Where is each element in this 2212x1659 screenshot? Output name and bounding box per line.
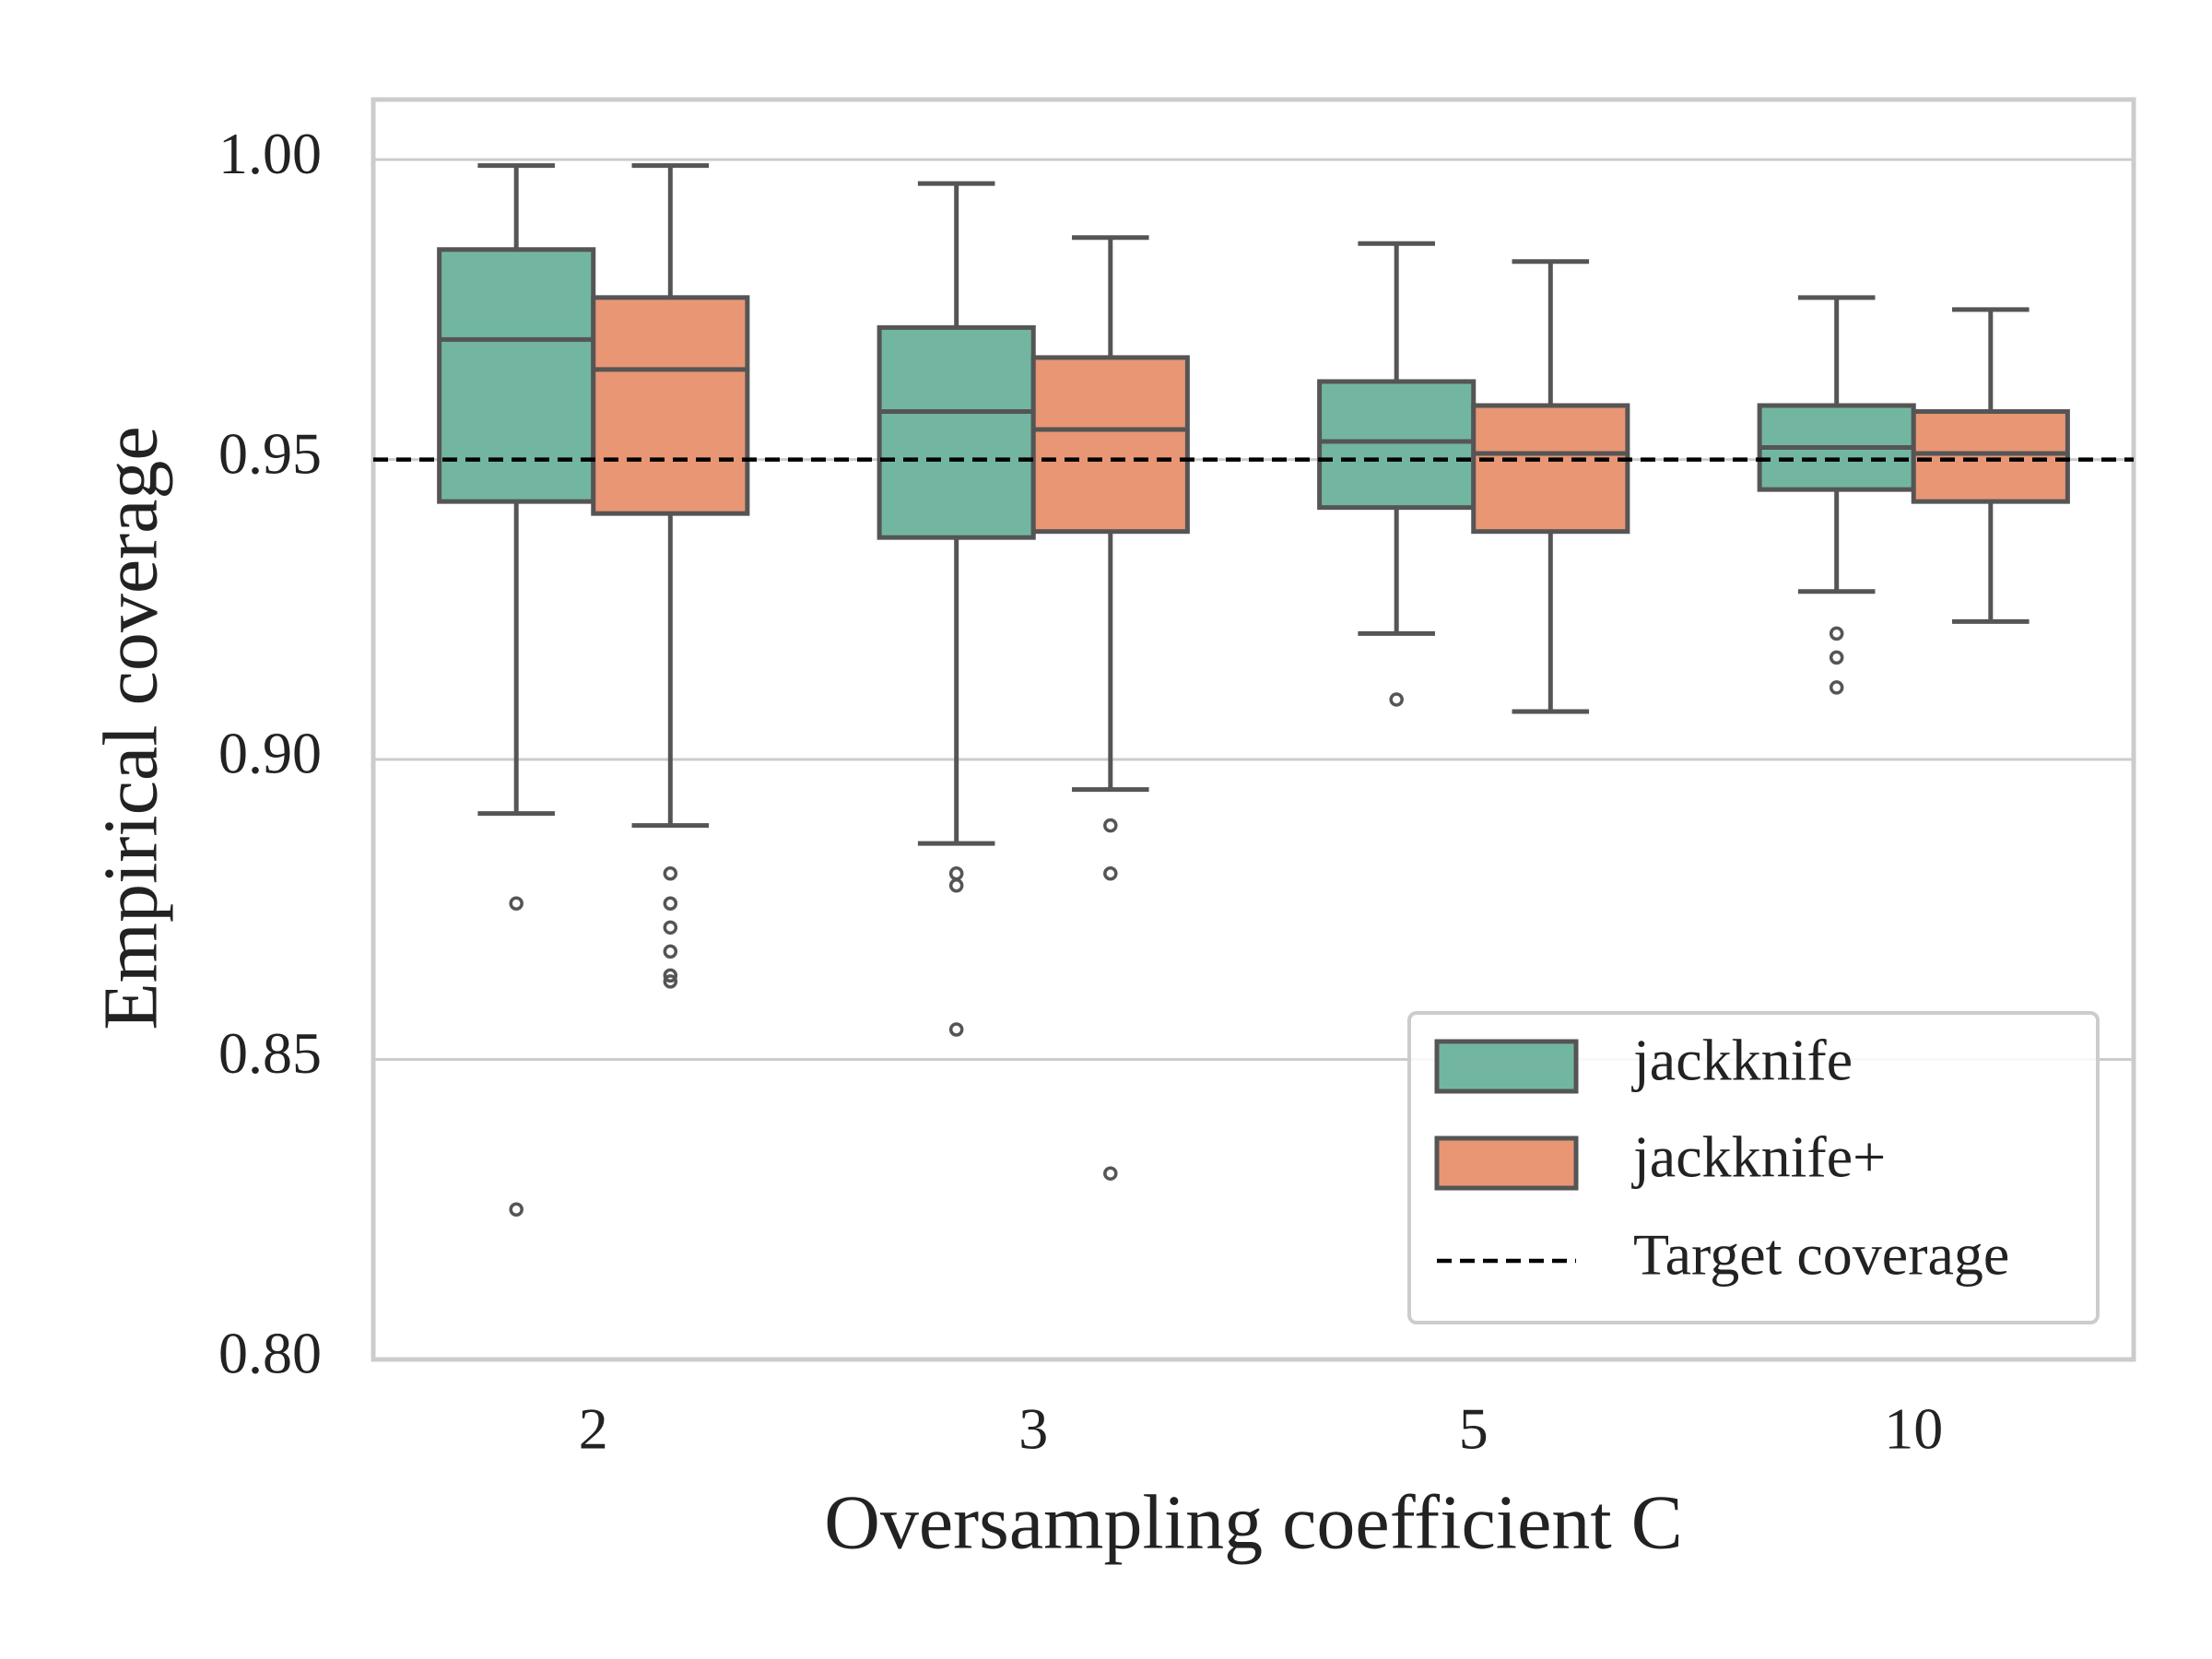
outlier	[1829, 626, 1844, 641]
outlier	[663, 865, 678, 881]
box	[1317, 379, 1477, 511]
box	[437, 247, 596, 504]
legend-label: jackknife+	[1631, 1124, 1886, 1190]
box	[591, 295, 750, 516]
y-tick-label: 1.00	[218, 121, 322, 186]
legend-swatch	[1434, 1135, 1579, 1191]
x-tick-label: 2	[579, 1396, 608, 1462]
box	[877, 324, 1036, 540]
y-tick-label: 0.95	[218, 420, 322, 486]
outlier	[948, 877, 964, 893]
outlier	[663, 944, 678, 959]
legend-swatch	[1434, 1039, 1579, 1094]
box	[1030, 355, 1190, 535]
x-tick-label: 5	[1459, 1396, 1488, 1462]
outlier	[1389, 692, 1404, 707]
outlier	[509, 896, 524, 912]
outlier	[1829, 680, 1844, 695]
x-tick-label: 10	[1884, 1396, 1943, 1462]
outlier	[1829, 650, 1844, 665]
legend-label: jackknife	[1631, 1028, 1853, 1093]
outlier	[663, 920, 678, 935]
outlier	[509, 1202, 524, 1218]
legend-label: Target coverage	[1633, 1222, 2009, 1288]
y-axis-label: Empirical coverage	[88, 426, 173, 1030]
box	[1911, 408, 2070, 504]
y-tick-label: 0.90	[218, 721, 322, 786]
box	[1471, 403, 1630, 535]
outlier	[663, 968, 678, 983]
plot-frame	[371, 97, 2136, 1362]
outlier	[948, 865, 964, 881]
outlier	[1103, 1166, 1118, 1181]
x-tick-label: 3	[1018, 1396, 1048, 1462]
y-tick-label: 0.85	[218, 1020, 322, 1086]
x-axis-label: Oversampling coefficient C	[824, 1479, 1683, 1565]
outlier	[1103, 865, 1118, 881]
legend-box	[1407, 1011, 2100, 1324]
outlier	[948, 1022, 964, 1037]
outlier	[663, 974, 678, 989]
outlier	[1103, 818, 1118, 833]
y-tick-label: 0.80	[218, 1321, 322, 1386]
outlier	[663, 896, 678, 912]
